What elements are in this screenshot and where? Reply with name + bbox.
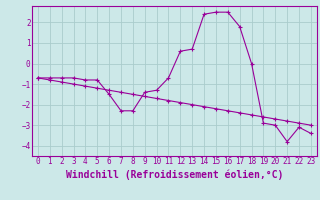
X-axis label: Windchill (Refroidissement éolien,°C): Windchill (Refroidissement éolien,°C) (66, 169, 283, 180)
